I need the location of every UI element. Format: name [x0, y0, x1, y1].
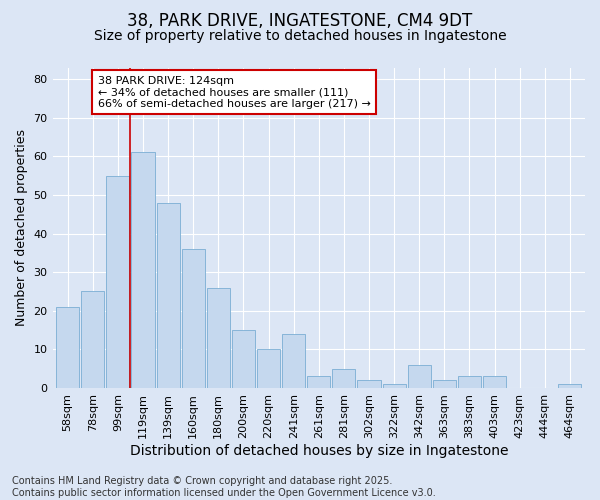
Bar	[433, 380, 456, 388]
Bar	[332, 368, 355, 388]
Bar	[307, 376, 331, 388]
Text: 38 PARK DRIVE: 124sqm
← 34% of detached houses are smaller (111)
66% of semi-det: 38 PARK DRIVE: 124sqm ← 34% of detached …	[98, 76, 371, 108]
Bar	[358, 380, 380, 388]
Bar	[207, 288, 230, 388]
Bar	[483, 376, 506, 388]
Bar	[131, 152, 155, 388]
Bar	[182, 249, 205, 388]
Bar	[81, 292, 104, 388]
Text: 38, PARK DRIVE, INGATESTONE, CM4 9DT: 38, PARK DRIVE, INGATESTONE, CM4 9DT	[127, 12, 473, 30]
Bar	[157, 202, 179, 388]
Bar	[458, 376, 481, 388]
Y-axis label: Number of detached properties: Number of detached properties	[15, 129, 28, 326]
Text: Contains HM Land Registry data © Crown copyright and database right 2025.
Contai: Contains HM Land Registry data © Crown c…	[12, 476, 436, 498]
X-axis label: Distribution of detached houses by size in Ingatestone: Distribution of detached houses by size …	[130, 444, 508, 458]
Bar	[559, 384, 581, 388]
Bar	[257, 350, 280, 388]
Bar	[106, 176, 130, 388]
Bar	[232, 330, 255, 388]
Bar	[407, 365, 431, 388]
Text: Size of property relative to detached houses in Ingatestone: Size of property relative to detached ho…	[94, 29, 506, 43]
Bar	[282, 334, 305, 388]
Bar	[383, 384, 406, 388]
Bar	[56, 307, 79, 388]
